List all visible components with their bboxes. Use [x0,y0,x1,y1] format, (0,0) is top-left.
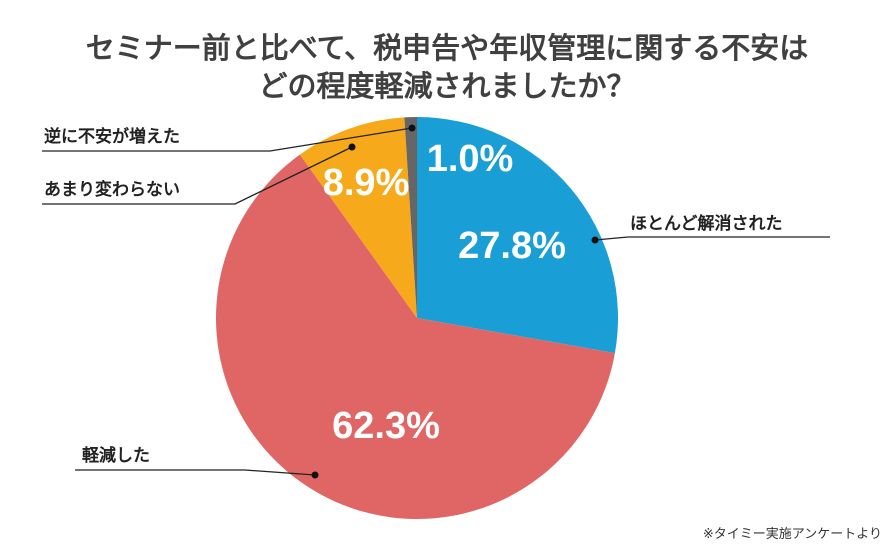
leader-dot-increased [408,124,416,132]
chart-title-line-1: セミナー前と比べて、税申告や年収管理に関する不安は [86,31,808,65]
data-label-increased: 1.0% [427,138,514,180]
data-label-unchanged: 8.9% [323,162,410,204]
leader-dot-resolved [591,236,599,244]
leader-dot-unchanged [348,143,356,151]
leader-lines [42,127,830,476]
data-label-reduced: 62.3% [332,405,440,447]
pie-slice-reduced [216,154,615,519]
leader-line-reduced [75,469,316,476]
pie-slice-resolved [417,117,618,354]
pie-slice-unchanged [299,117,417,318]
legend-label-increased: 逆に不安が増えた [44,126,180,147]
legend-label-unchanged: あまり変わらない [44,179,180,200]
legend-label-reduced: 軽減した [82,445,150,466]
data-label-resolved: 27.8% [458,225,566,267]
legend-label-resolved: ほとんど解消された [630,213,783,234]
leader-line-unchanged [42,146,353,205]
pie-slice-increased [404,117,417,318]
chart-title-line-2: どの程度軽減されましたか？ [258,69,635,103]
leader-dot-reduced [311,471,319,479]
source-note: ※タイミー実施アンケートより [703,526,882,542]
leader-line-resolved [594,236,830,241]
leader-line-increased [42,127,413,152]
